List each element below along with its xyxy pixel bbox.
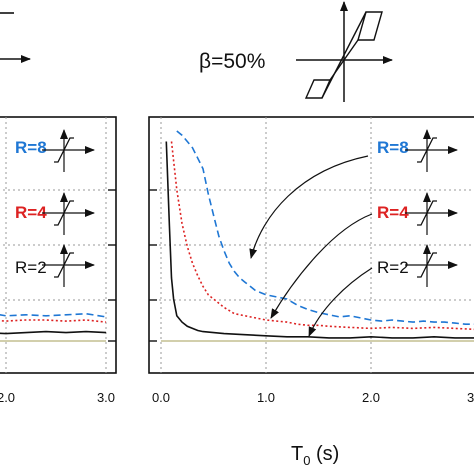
- bilinear-icon: [405, 192, 458, 235]
- hysteresis-loop-icon: [296, 1, 393, 102]
- bilinear-icon: [405, 244, 458, 287]
- series-line-r2: [0, 330, 107, 335]
- x-tick-label: 3.0: [467, 390, 474, 405]
- series-label-r4: R=4: [377, 203, 409, 222]
- x-tick-label: 2.0: [362, 390, 380, 405]
- series-line-r8: [0, 312, 107, 318]
- beta-label: β=50%: [199, 50, 265, 73]
- bilinear-icon: [42, 129, 95, 172]
- x-tick-label: 2.0: [0, 390, 15, 405]
- bilinear-icon: [405, 129, 458, 172]
- bilinear-icon: [42, 192, 95, 235]
- series-line-r2: [165, 141, 474, 339]
- axis-ticks: [149, 189, 157, 342]
- grid: [149, 117, 474, 373]
- pointer-arrow-r4: [270, 213, 373, 319]
- bilinear-icon: [42, 244, 95, 287]
- series-group: [161, 130, 474, 342]
- series-group: [0, 312, 107, 342]
- x-axis-title: T0 (s): [291, 443, 339, 468]
- pointer-arrow-r2: [308, 267, 373, 337]
- x-tick-label: 3.0: [97, 390, 115, 405]
- grid: [0, 117, 116, 373]
- series-label-r8: R=8: [15, 138, 47, 157]
- x-tick-label: 0.0: [152, 390, 170, 405]
- x-axis-title-unit: (s): [310, 443, 339, 465]
- left-panel: 2.0 3.0 R=8 R=4 R=2: [0, 116, 117, 405]
- right-panel: 0.0 1.0 2.0 3.0 R=8 R=4 R=2: [148, 116, 474, 405]
- series-line-r4: [0, 319, 107, 323]
- axis-ticks: [108, 189, 116, 342]
- top-left-partial-decoration: [0, 12, 31, 63]
- x-tick-label: 1.0: [257, 390, 275, 405]
- series-line-r4: [170, 141, 474, 331]
- series-line-r8: [176, 130, 474, 326]
- series-label-r8: R=8: [377, 138, 409, 157]
- pointer-arrows: [249, 155, 373, 337]
- series-label-r4: R=4: [15, 203, 47, 222]
- x-axis-title-sub: 0: [303, 453, 310, 468]
- x-axis-title-main: T: [291, 443, 303, 465]
- series-label-r2: R=2: [377, 258, 409, 277]
- pointer-arrow-r8: [249, 155, 369, 259]
- series-label-r2: R=2: [15, 258, 47, 277]
